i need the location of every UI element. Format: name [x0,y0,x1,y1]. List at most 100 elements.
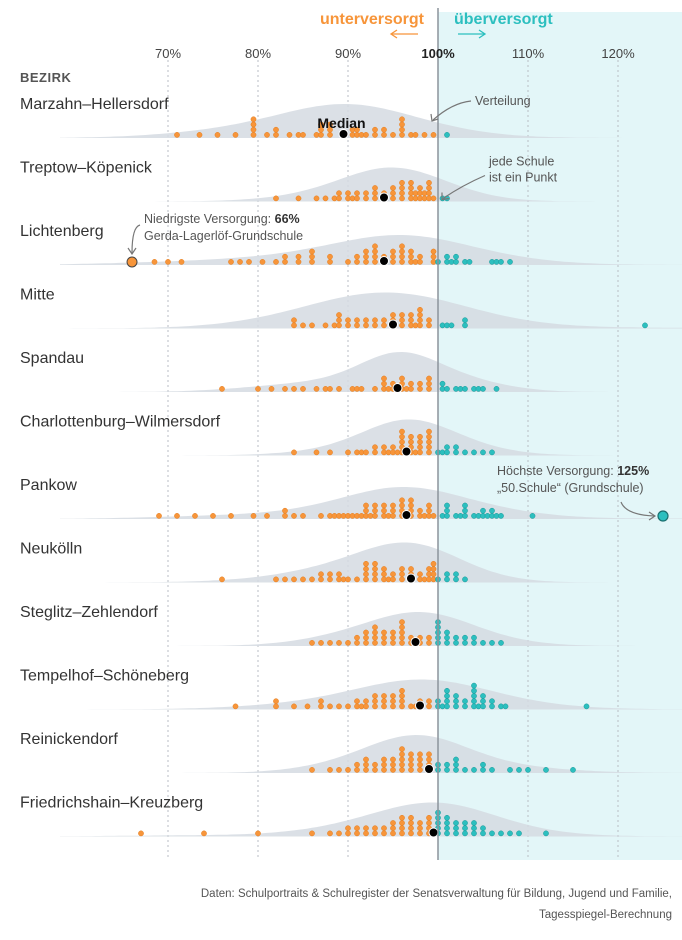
school-dot [462,507,468,514]
school-dot [399,253,405,260]
district-row: Treptow–Köpenick [20,160,682,203]
school-dot [219,576,225,583]
school-dot [399,687,405,694]
school-dot [426,703,432,710]
school-dot [286,132,293,138]
district-row: Steglitz–Zehlendorf [20,604,682,647]
school-dot [318,640,324,646]
school-dot [390,693,396,699]
school-dot [363,756,369,763]
school-dot [156,513,162,519]
school-dot [381,502,387,509]
school-dot [372,386,378,392]
school-dot [462,502,468,509]
school-dot [219,386,225,392]
school-dot [390,820,396,826]
school-dot [426,502,432,509]
school-dot [363,825,369,832]
school-dot [345,767,351,773]
school-dot [399,439,405,445]
school-dot [390,312,396,318]
school-dot [417,449,423,456]
school-dot [372,248,378,255]
school-dot [381,761,387,768]
density-shape [60,292,682,329]
school-dot [408,820,414,826]
school-dot [363,449,369,456]
school-dot [363,259,369,265]
school-dot [444,767,450,773]
median-dot [392,383,403,393]
school-dot [453,761,459,768]
school-dot [430,132,437,138]
district-label: Tempelhof–Schöneberg [20,668,189,685]
school-dot [363,560,369,567]
school-dot [372,693,378,699]
school-dot [466,259,473,265]
school-dot [372,634,378,641]
school-dot [309,640,315,646]
arrow-right-icon [458,29,487,39]
school-dot [390,698,396,705]
school-dot [426,317,432,324]
school-dot [354,190,360,197]
school-dot [444,571,450,578]
school-dot [174,132,180,138]
school-dot [300,386,306,392]
school-dot [426,380,432,387]
school-dot [399,190,405,197]
school-dot [390,767,396,773]
school-dot [318,698,324,705]
school-dot [354,126,360,133]
school-dot [471,820,477,826]
school-dot [390,576,396,583]
school-dot [417,380,423,387]
school-dot [300,576,306,583]
school-dot [345,259,351,265]
school-dot [399,317,405,324]
school-dot [372,444,378,451]
school-dot [201,830,207,837]
school-dot [390,253,396,260]
school-dot [399,746,405,752]
density-shape [60,802,682,837]
school-dot [453,259,459,265]
school-dot [250,126,257,133]
school-dot [583,703,590,710]
school-dot [471,767,477,773]
density-shape [60,235,682,265]
school-dot [138,830,144,837]
school-dot [489,830,495,837]
school-dot [444,640,450,646]
school-dot [498,513,504,519]
school-dot [444,698,450,705]
school-dot [363,576,369,583]
school-dot [291,703,297,710]
district-label: Marzahn–Hellersdorf [20,96,169,113]
school-dot [471,449,477,456]
school-dot [354,317,360,324]
school-dot [426,507,432,514]
school-dot [372,566,378,572]
school-dot [372,259,378,265]
school-dot [471,825,477,832]
school-dot [480,449,486,456]
median-dot [388,319,398,330]
median-dot [379,256,389,266]
school-dot [354,634,360,641]
school-dot [295,253,302,260]
school-dot [232,132,239,138]
school-dot [354,259,360,265]
school-dot [300,513,306,519]
school-dot [291,513,297,519]
row-header: BEZIRK [20,70,72,85]
school-dot [426,820,432,826]
school-dot [399,571,405,578]
school-dot [399,624,405,631]
school-dot [250,121,257,128]
school-dot [462,698,468,705]
school-dot [444,576,450,583]
school-dot [336,830,342,837]
median-dot [415,700,425,711]
school-dot [291,322,297,329]
